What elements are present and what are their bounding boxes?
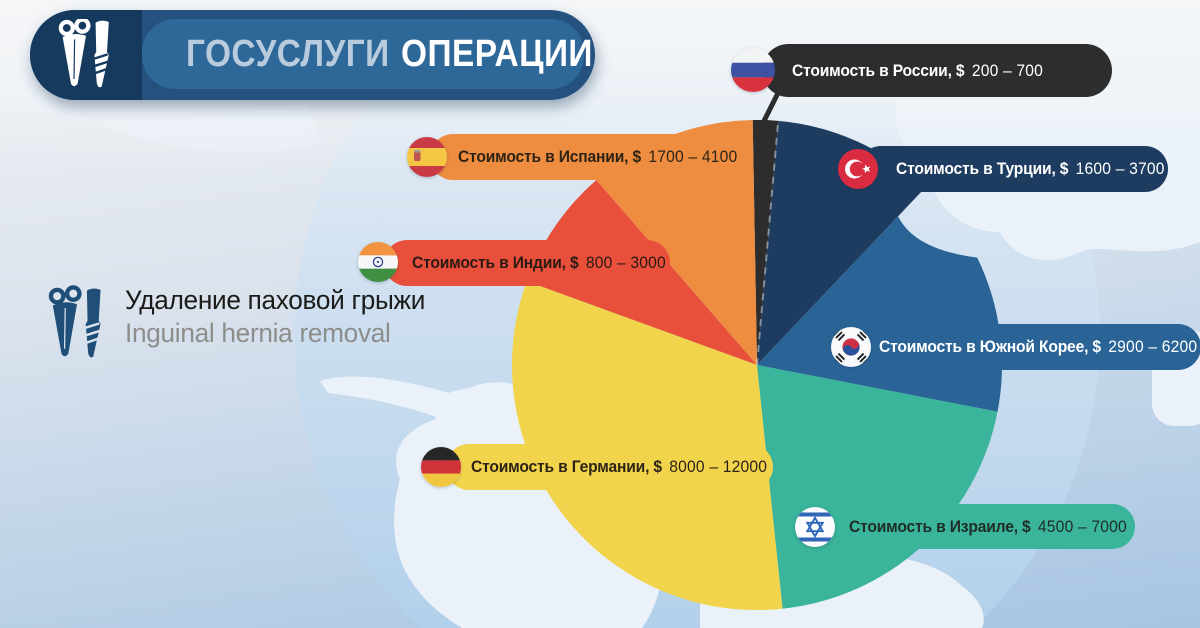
label-text: Стоимость в Израиле, $	[849, 516, 1031, 536]
label-text: Стоимость в Турции, $	[896, 159, 1069, 178]
cost-label-south-korea: Стоимость в Южной Корее, $ 2900 – 6200	[846, 324, 1200, 370]
flag-germany-icon	[421, 447, 461, 487]
label-text: Стоимость в Южной Корее, $	[879, 337, 1101, 356]
flag-russia-icon	[731, 48, 775, 92]
header-title-panel: ГОСУСЛУГИ ОПЕРАЦИИ	[142, 19, 592, 89]
cost-label-turkey: Стоимость в Турции, $ 1600 – 3700	[858, 146, 1168, 192]
value-text: 1600 – 3700	[1075, 159, 1165, 178]
procedure-title-en: Inguinal hernia removal	[125, 318, 391, 348]
header-icon-box	[30, 10, 142, 100]
value-text: 1700 – 4100	[648, 147, 738, 166]
cost-label-russia: Стоимость в России, $ 200 – 700	[762, 44, 1112, 97]
label-text: Стоимость в Испании, $	[458, 147, 642, 166]
flag-south-korea-icon	[831, 327, 871, 367]
cost-label-spain: Стоимость в Испании, $ 1700 – 4100	[430, 134, 746, 180]
cost-label-germany: Стоимость в Германии, $ 8000 – 12000	[446, 444, 773, 490]
cost-label-india: Стоимость в Индии, $ 800 – 3000	[384, 240, 670, 286]
flag-spain-icon	[407, 137, 447, 177]
title-suffix: ОПЕРАЦИИ	[401, 32, 593, 75]
procedure-block: Удаление паховой грыжи Inguinal hernia r…	[46, 284, 434, 364]
landmass-central-america	[320, 376, 458, 417]
label-text: Стоимость в России, $	[792, 60, 965, 80]
value-text: 8000 – 12000	[669, 457, 768, 476]
label-text: Стоимость в Германии, $	[471, 457, 662, 476]
russia-wedge-dashed-divider	[756, 122, 779, 366]
scissors-scalpel-icon-blue	[48, 285, 101, 358]
page-title: ГОСУСЛУГИ ОПЕРАЦИИ	[186, 33, 593, 76]
russia-callout-line	[758, 88, 782, 130]
flag-turkey-icon	[838, 149, 878, 189]
pie-wedge-russia	[752, 119, 779, 365]
label-text: Стоимость в Индии, $	[412, 253, 579, 272]
value-text: 200 – 700	[971, 60, 1044, 80]
cost-label-israel: Стоимость в Израиле, $ 4500 – 7000	[818, 504, 1135, 549]
pie-wedge-israel	[757, 365, 998, 609]
pie-wedge-spain	[596, 120, 757, 365]
procedure-title-ru: Удаление паховой грыжи	[125, 285, 426, 315]
flag-india-icon	[358, 242, 398, 282]
header-banner: ГОСУСЛУГИ ОПЕРАЦИИ	[30, 10, 595, 100]
title-prefix: ГОСУСЛУГИ	[186, 32, 390, 75]
value-text: 800 – 3000	[585, 253, 666, 272]
value-text: 4500 – 7000	[1037, 516, 1127, 536]
scissors-scalpel-icon	[58, 19, 109, 88]
value-text: 2900 – 6200	[1108, 337, 1198, 356]
flag-israel-icon	[795, 507, 835, 547]
